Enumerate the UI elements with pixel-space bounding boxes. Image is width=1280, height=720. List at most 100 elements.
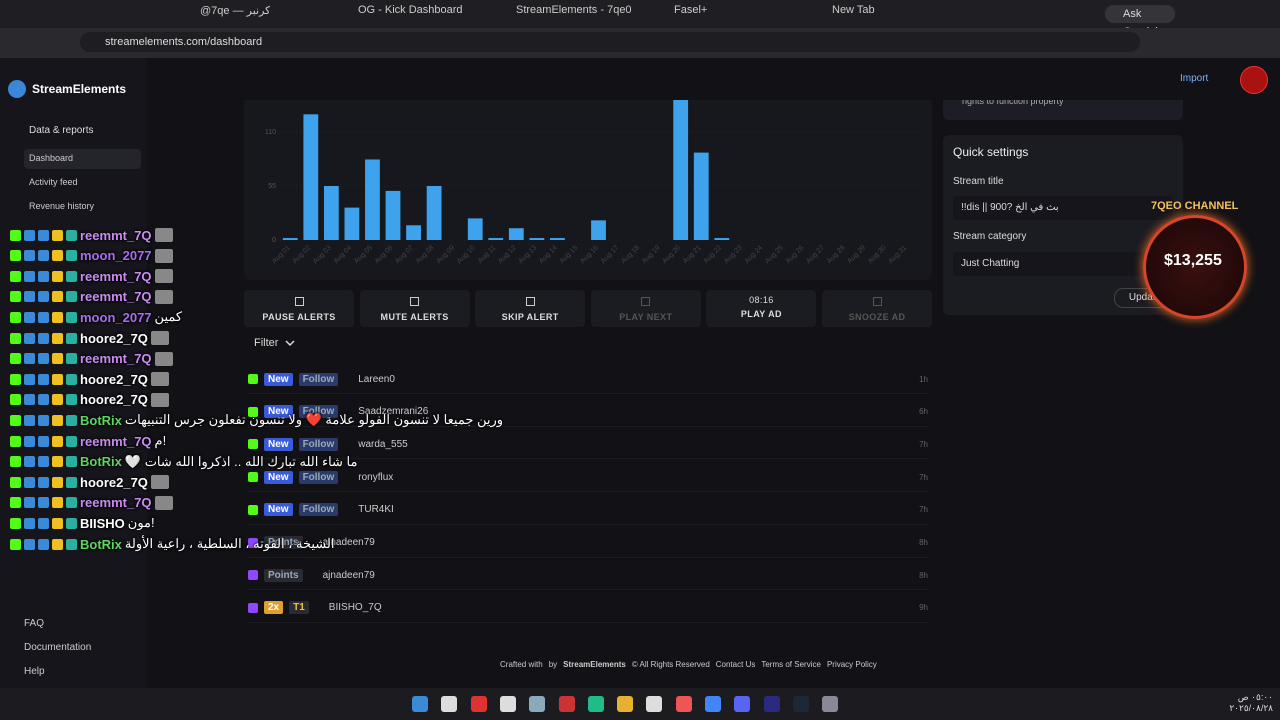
event-type: Follow — [298, 405, 339, 419]
nav-item[interactable]: Activity feed — [29, 177, 78, 187]
emote — [154, 495, 173, 510]
address-bar[interactable]: streamelements.com/dashboard — [80, 32, 1140, 52]
taskbar-icon[interactable] — [763, 696, 780, 712]
chat-badge — [66, 229, 77, 241]
taskbar-icon[interactable] — [529, 696, 546, 712]
chat-user: BotRix — [80, 412, 122, 428]
username: Saadzemrani26 — [358, 406, 429, 418]
filter-caret — [285, 340, 295, 347]
x-tick-label: Aug 17 — [600, 244, 621, 265]
control-button[interactable]: SKIP ALERT — [475, 290, 586, 327]
taskbar-icon[interactable] — [441, 696, 458, 712]
stream-title-input[interactable]: !!dis || 900? بث في الخ — [953, 196, 1173, 220]
bar — [550, 238, 565, 240]
footer-link[interactable]: Terms of Service — [761, 660, 821, 669]
timer: 08:16 — [749, 295, 774, 305]
nav-footer[interactable]: Documentation — [24, 642, 92, 653]
control-button[interactable]: PAUSE ALERTS — [244, 290, 354, 327]
x-tick-label: Aug 15 — [559, 244, 580, 265]
taskbar-icon[interactable] — [470, 696, 487, 712]
footer-link[interactable]: Privacy Policy — [826, 660, 877, 669]
taskbar-icon[interactable] — [705, 696, 721, 712]
chat-badge — [10, 270, 21, 282]
x-tick-label: Aug 08 — [415, 244, 436, 265]
chart-card — [244, 90, 932, 280]
feed-row: New Follow Lareen0 1h — [248, 365, 928, 394]
tab[interactable]: New Tab — [832, 4, 875, 16]
time: 7h — [919, 472, 928, 482]
x-tick-label: Aug 26 — [785, 244, 806, 265]
taskbar-icon[interactable] — [617, 696, 634, 712]
chat-badge — [52, 270, 63, 282]
taskbar-icon[interactable] — [822, 696, 839, 712]
chat-badge — [52, 250, 63, 262]
chat-badge — [10, 476, 21, 488]
import-button[interactable]: Import — [1180, 73, 1209, 84]
chat-badge — [66, 538, 77, 550]
nav-item[interactable]: Dashboard — [29, 153, 74, 163]
chat-line: BotRix ورين جميعا لا تنسون الفولو علامة ❤… — [10, 410, 503, 430]
chat-badge — [66, 456, 77, 468]
taskbar-icon[interactable] — [675, 696, 692, 712]
nav-footer[interactable]: Help — [24, 666, 45, 677]
ask-gemini[interactable]: Ask Gemini — [1105, 5, 1175, 38]
chat-badge — [52, 476, 63, 488]
x-tick-label: Aug 20 — [661, 244, 682, 265]
chat-text: ورين جميعا لا تنسون الفولو علامة ❤️ ولا … — [124, 412, 504, 428]
tab[interactable]: OG - Kick Dashboard — [358, 4, 463, 16]
control-button[interactable]: PLAY NEXT — [590, 290, 701, 327]
chat-badge — [52, 353, 63, 365]
chat-text: الشيخة ، القوته ، السلطية ، راعية الأولة — [124, 536, 335, 551]
tab[interactable]: @7qe — كرنبر — [200, 5, 271, 17]
bar — [467, 218, 483, 240]
platform-icon — [248, 570, 258, 581]
control-button[interactable]: SNOOZE AD — [822, 290, 932, 327]
chat-line: reemmt_7Q — [10, 287, 173, 307]
nav-item[interactable]: Revenue history — [29, 201, 95, 211]
event-type: T1 — [289, 601, 309, 615]
chat-user: reemmt_7Q — [80, 433, 152, 449]
feed-row: Points ajnadeen79 8h — [248, 529, 928, 558]
chat-badge — [38, 435, 49, 447]
chat-badge — [24, 497, 35, 509]
control-button[interactable]: MUTE ALERTS — [359, 290, 470, 327]
tab[interactable]: Fasel+ — [674, 4, 708, 16]
chat-badge — [52, 394, 63, 406]
chat-badge — [66, 270, 77, 282]
x-tick-label: Aug 09 — [435, 244, 456, 265]
badge: New — [264, 437, 293, 451]
chat-line: moon_2077 — [10, 246, 173, 266]
taskbar-icon[interactable] — [792, 696, 809, 712]
footer-link[interactable]: Contact Us — [715, 660, 756, 669]
taskbar-icon[interactable] — [734, 696, 751, 712]
chat-user: BIISHO — [80, 515, 125, 531]
bar — [529, 238, 545, 240]
bar — [693, 152, 709, 240]
bar — [323, 185, 339, 240]
footer-text: Crafted with — [500, 660, 543, 669]
category-input[interactable]: Just Chatting — [953, 252, 1173, 276]
badge: New — [264, 372, 293, 386]
chat-badge — [10, 250, 21, 262]
chat-badge — [38, 538, 49, 550]
chat-line: hoore2_7Q — [10, 472, 169, 492]
x-tick-label: Aug 04 — [333, 244, 354, 265]
taskbar-icon[interactable] — [412, 696, 428, 712]
taskbar-icon[interactable] — [558, 696, 575, 712]
chat-badge — [10, 435, 21, 447]
time: 8h — [919, 570, 928, 580]
nav-section[interactable]: Data & reports — [29, 125, 94, 136]
control-button[interactable]: 08:16 PLAY AD — [706, 290, 817, 327]
nav-footer[interactable]: FAQ — [24, 618, 45, 629]
chat-badge — [52, 538, 63, 550]
filter[interactable]: Filter — [254, 337, 279, 349]
chat-badge — [52, 373, 63, 385]
avatar[interactable] — [1240, 66, 1268, 94]
chat-badge — [52, 332, 63, 344]
tab[interactable]: StreamElements - 7qe0 — [516, 4, 632, 16]
taskbar-icon[interactable] — [499, 696, 516, 712]
chat-badge — [10, 456, 21, 468]
taskbar-icon[interactable] — [587, 696, 604, 712]
time: 9h — [919, 603, 928, 613]
taskbar-icon[interactable] — [646, 696, 663, 712]
